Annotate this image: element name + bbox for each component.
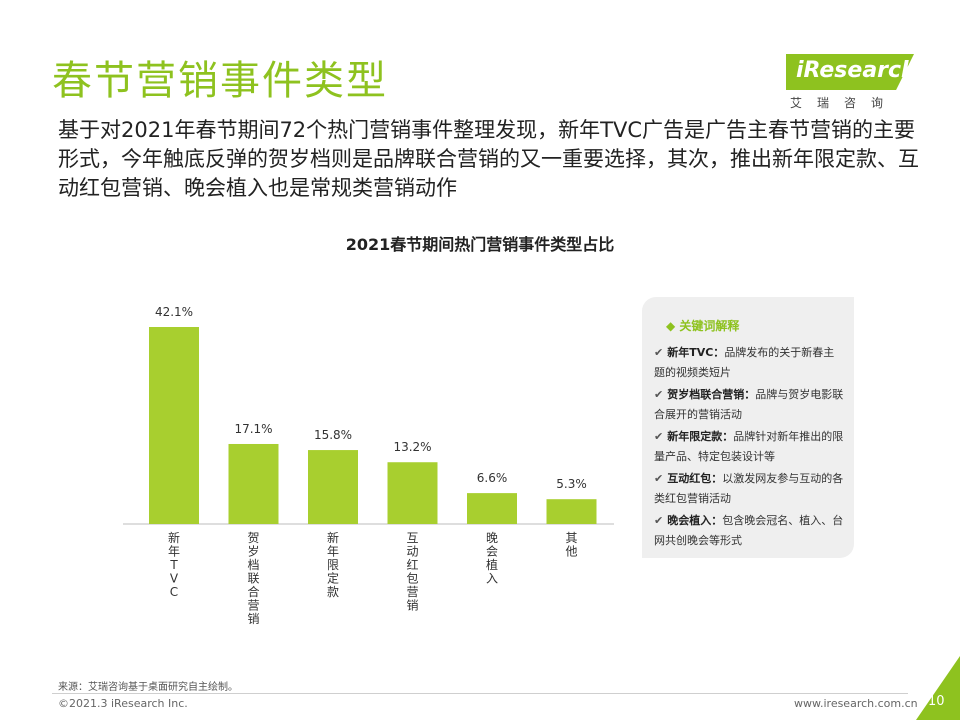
note-item: ✔ 新年限定款：品牌针对新年推出的限量产品、特定包装设计等 bbox=[654, 427, 844, 467]
site-url: www.iresearch.com.cn bbox=[794, 697, 918, 710]
check-icon: ✔ bbox=[654, 346, 664, 359]
check-icon: ✔ bbox=[654, 430, 664, 443]
bar-0 bbox=[149, 327, 199, 524]
category-label-3: 互动红包营销 bbox=[406, 531, 418, 613]
source-note: 来源：艾瑞咨询基于桌面研究自主绘制。 bbox=[58, 682, 238, 693]
page-subtitle: 基于对2021年春节期间72个热门营销事件整理发现，新年TVC广告是广告主春节营… bbox=[58, 118, 919, 200]
logo-brand: iResearch bbox=[796, 58, 917, 83]
logo-badge bbox=[786, 54, 914, 90]
note-desc: 品牌与贺岁电影联合展开的营销活动 bbox=[654, 388, 844, 421]
note-item: ✔ 新年TVC：品牌发布的关于新春主题的视频类短片 bbox=[654, 343, 844, 383]
category-label-5: 其他 bbox=[565, 531, 577, 559]
note-desc: 包含晚会冠名、植入、台网共创晚会等形式 bbox=[654, 514, 844, 547]
note-item: ✔ 互动红包：以激发网友参与互动的各类红包营销活动 bbox=[654, 469, 844, 509]
notes-title-text: 关键词解释 bbox=[679, 319, 740, 333]
note-term: 互动红包： bbox=[667, 472, 723, 485]
diamond-icon: ◆ bbox=[666, 319, 680, 333]
bar-4 bbox=[467, 493, 517, 524]
page-title: 春节营销事件类型 bbox=[52, 58, 388, 104]
note-term: 新年限定款： bbox=[667, 430, 734, 443]
note-term: 贺岁档联合营销： bbox=[667, 388, 756, 401]
category-label-1: 贺岁档联合营销 bbox=[247, 531, 259, 626]
keyword-notes-panel: ◆ 关键词解释 ✔ 新年TVC：品牌发布的关于新春主题的视频类短片 ✔ 贺岁档联合营销… bbox=[642, 297, 854, 558]
note-desc: 品牌发布的关于新春主题的视频类短片 bbox=[654, 346, 835, 379]
check-icon: ✔ bbox=[654, 472, 664, 485]
corner-decoration bbox=[916, 656, 960, 720]
note-item: ✔ 贺岁档联合营销：品牌与贺岁电影联合展开的营销活动 bbox=[654, 385, 844, 425]
category-label-0: 新年 T V C bbox=[168, 530, 180, 599]
notes-title: ◆ 关键词解释 bbox=[666, 317, 739, 334]
bar-value-label-3: 13.2% bbox=[393, 440, 431, 454]
category-label-2: 新年限定款 bbox=[327, 530, 339, 599]
footer-divider bbox=[52, 693, 908, 694]
bar-value-label-2: 15.8% bbox=[314, 428, 352, 442]
logo-subtitle: 艾瑞咨询 bbox=[790, 96, 899, 110]
note-term: 新年TVC： bbox=[667, 346, 725, 359]
check-icon: ✔ bbox=[654, 388, 664, 401]
note-desc: 以激发网友参与互动的各类红包营销活动 bbox=[654, 472, 844, 505]
note-item: ✔ 晚会植入：包含晚会冠名、植入、台网共创晚会等形式 bbox=[654, 511, 844, 551]
copyright: ©2021.3 iResearch Inc. bbox=[58, 697, 188, 710]
bar-5 bbox=[546, 499, 597, 524]
category-label-4: 晚会植入 bbox=[486, 531, 498, 586]
iresearch-logo: iResearch 艾瑞咨询 bbox=[786, 54, 917, 114]
note-term: 晚会植入： bbox=[667, 514, 723, 527]
bar-value-label-4: 6.6% bbox=[477, 471, 508, 485]
bar-value-label-0: 42.1% bbox=[155, 305, 193, 319]
page-number: 10 bbox=[928, 694, 945, 709]
check-icon: ✔ bbox=[654, 514, 664, 527]
bar-3 bbox=[387, 462, 438, 524]
bar-2 bbox=[308, 450, 358, 524]
note-desc: 品牌针对新年推出的限量产品、特定包装设计等 bbox=[654, 430, 844, 463]
bar-value-label-1: 17.1% bbox=[234, 422, 272, 436]
bar-value-label-5: 5.3% bbox=[556, 477, 587, 491]
bar-1 bbox=[228, 443, 279, 524]
chart-title: 2021春节期间热门营销事件类型占比 bbox=[345, 235, 615, 254]
